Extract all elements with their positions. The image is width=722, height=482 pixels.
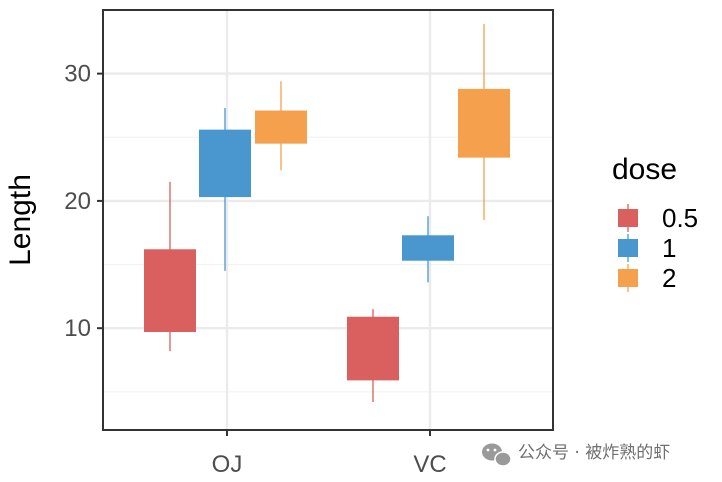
- panel-border: [102, 9, 554, 431]
- y-tick-label: 10: [64, 315, 91, 342]
- x-tick-label: VC: [413, 451, 446, 478]
- legend-key-box: [618, 209, 638, 227]
- watermark: 公众号 · 被炸熟的虾: [482, 442, 670, 467]
- y-tick-label: 30: [64, 61, 91, 88]
- legend-key-box: [618, 269, 638, 287]
- box-0.5-OJ: [144, 181, 196, 352]
- y-axis-label: Length: [4, 174, 37, 266]
- box-body: [144, 249, 196, 332]
- box-body: [402, 235, 454, 261]
- box-body: [347, 316, 399, 381]
- legend-key-2: [618, 264, 638, 292]
- box-marks: [144, 24, 510, 402]
- y-tick-label: 20: [64, 188, 91, 215]
- box-body: [458, 88, 510, 158]
- y-axis: 10 20 30: [64, 61, 103, 342]
- watermark-text: 公众号 · 被炸熟的虾: [518, 442, 670, 463]
- legend-label-1: 1: [662, 233, 676, 263]
- legend-key-0.5: [618, 204, 638, 232]
- wechat-icon: [482, 443, 512, 467]
- legend-key-box: [618, 239, 638, 257]
- box-0.5-VC: [347, 309, 399, 402]
- legend-key-1: [618, 234, 638, 262]
- box-2-OJ: [255, 81, 307, 171]
- legend: dose 0.512: [612, 153, 698, 293]
- legend-label-0.5: 0.5: [662, 203, 698, 233]
- box-body: [255, 110, 307, 144]
- grid-lines: [103, 10, 553, 430]
- x-tick-label: OJ: [212, 451, 243, 478]
- x-axis: OJ VC: [212, 430, 447, 478]
- box-1-VC: [402, 216, 454, 283]
- legend-label-2: 2: [662, 263, 676, 293]
- box-2-VC: [458, 24, 510, 220]
- legend-title: dose: [612, 153, 677, 186]
- box-body: [199, 129, 251, 198]
- box-1-OJ: [199, 108, 251, 271]
